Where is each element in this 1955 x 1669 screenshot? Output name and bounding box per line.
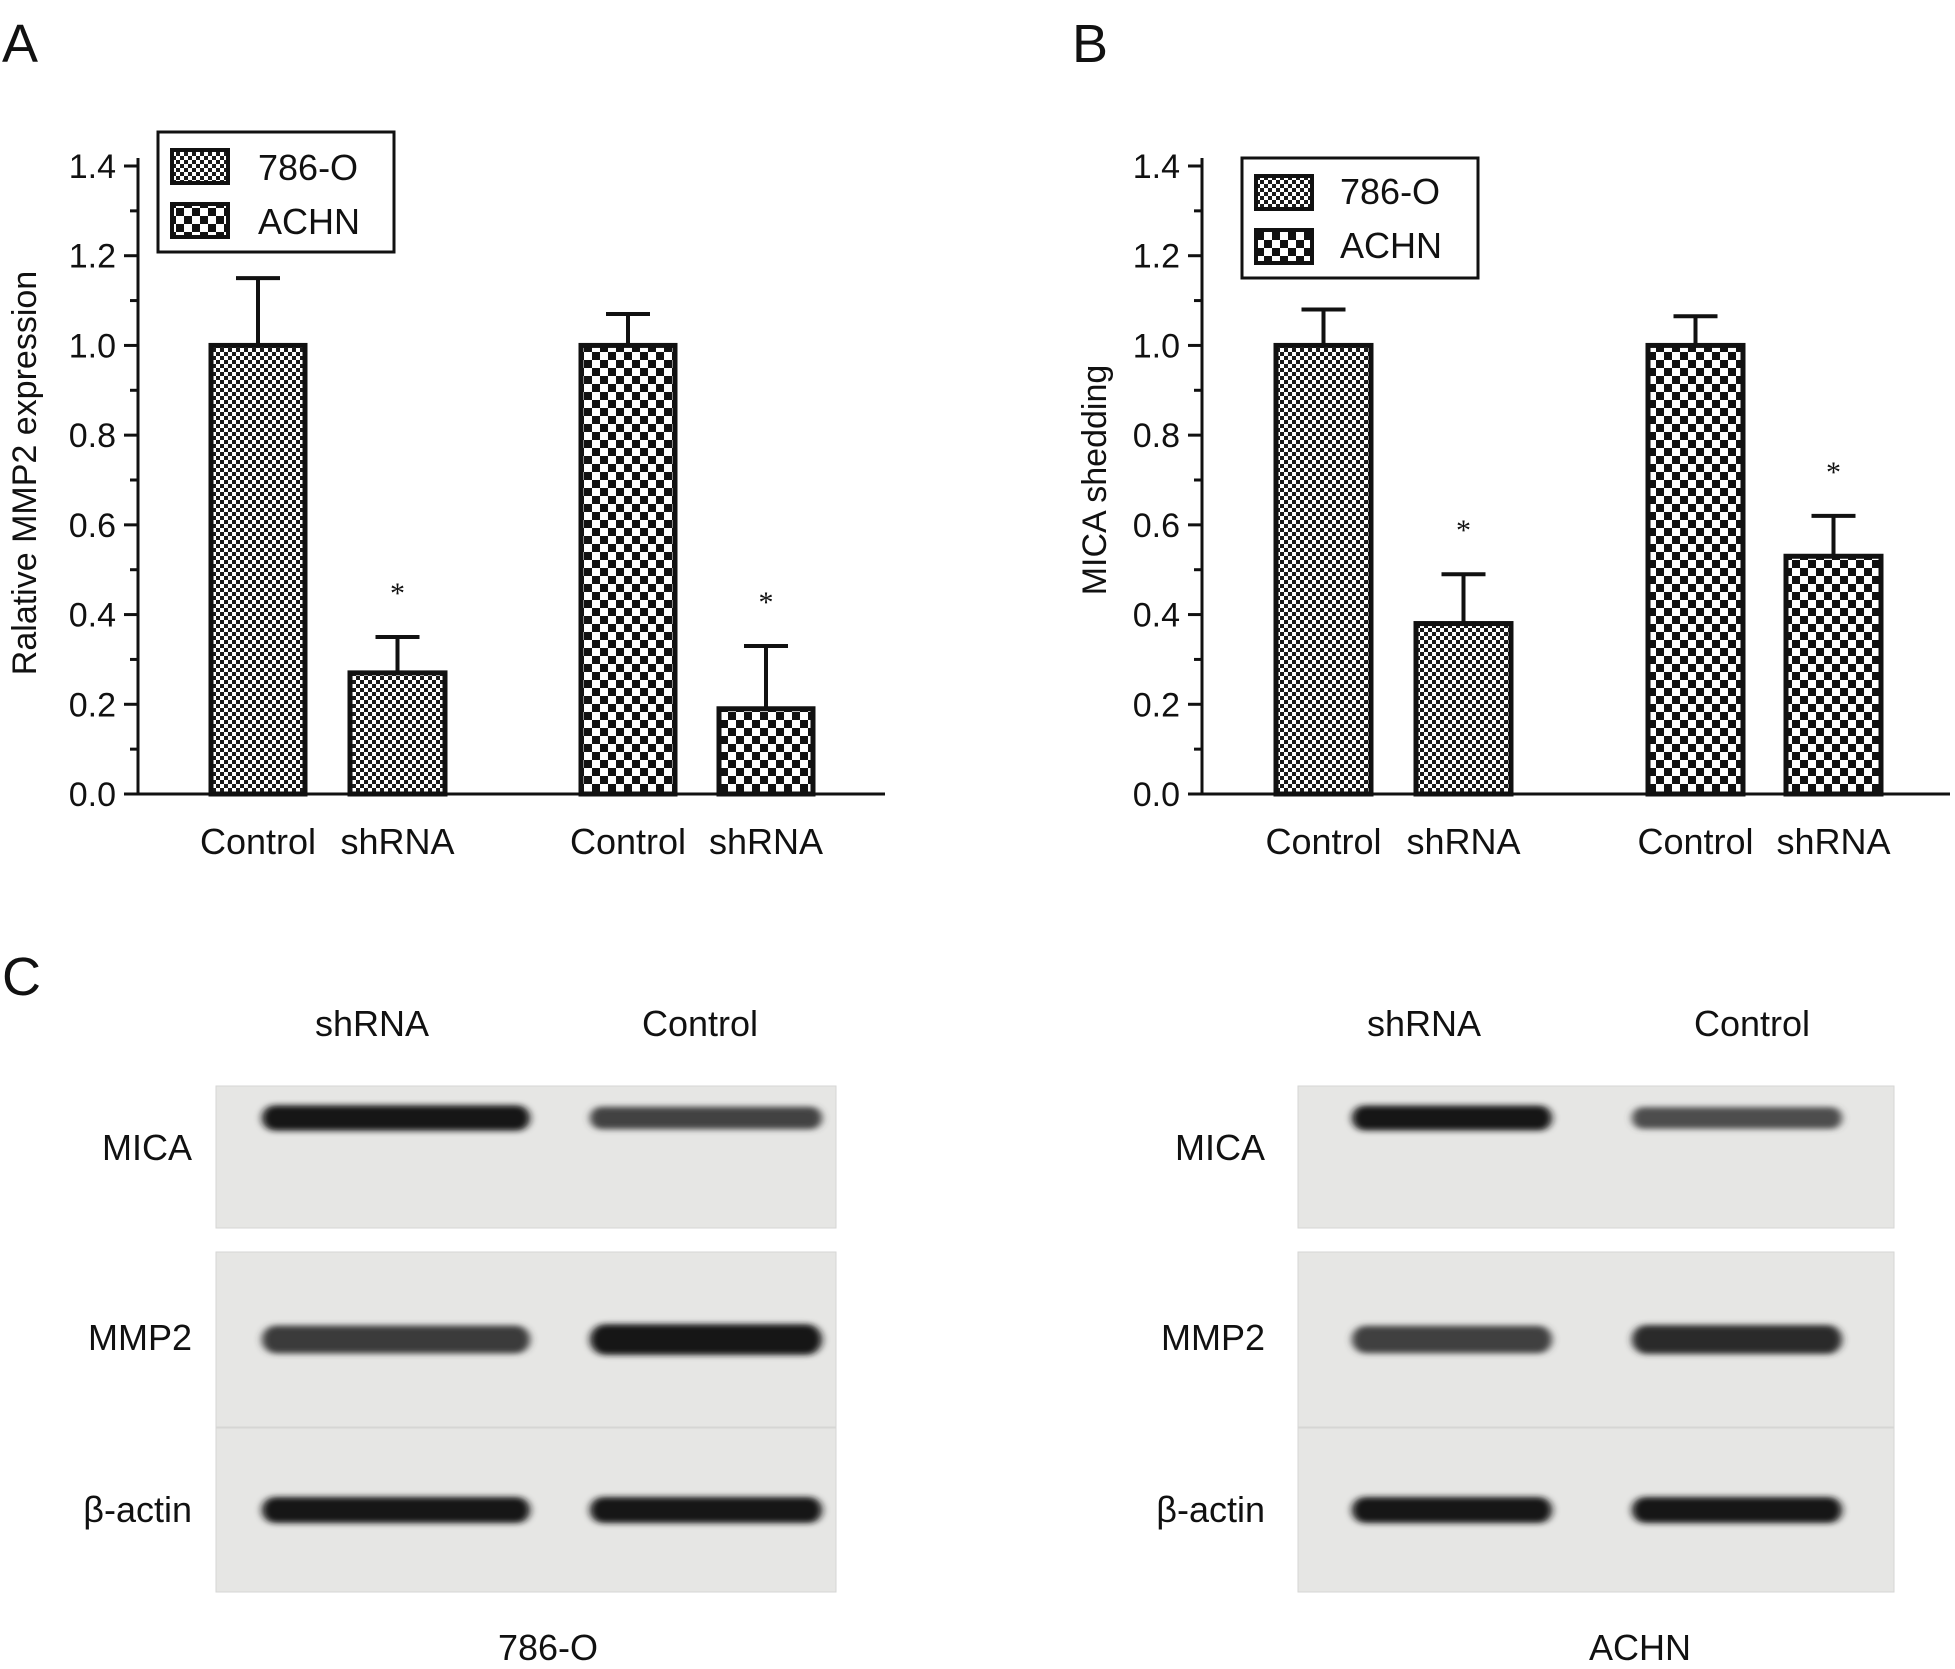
legend-b-label-786o: 786-O: [1340, 171, 1440, 212]
blot-band-shrna: [262, 1497, 530, 1523]
bar-a-786o-shrna: [347, 670, 448, 797]
significance-star-a: *: [390, 577, 405, 610]
blot-band-control: [590, 1106, 822, 1130]
blot-786o-row-label-mmp2: MMP2: [88, 1317, 192, 1358]
blot-achn-row-label-bactin: β-actin: [1156, 1489, 1265, 1530]
blot-band-shrna: [262, 1105, 530, 1131]
legend-a-label-achn: ACHN: [258, 201, 360, 242]
y-tick-label-a: 0.2: [69, 686, 116, 724]
bar-a-786o-control: [208, 342, 308, 797]
bar-b-786o-control: [1273, 342, 1374, 797]
panel-label-a: A: [2, 14, 38, 74]
y-tick-label-b: 1.4: [1133, 148, 1180, 186]
blot-achn-lane-label-shrna: shRNA: [1367, 1003, 1481, 1044]
category-label-a: Control: [570, 821, 686, 862]
blot-achn-lane-label-control: Control: [1694, 1003, 1810, 1044]
legend-a-swatch-786o: [170, 148, 230, 185]
legend-a: 786-O ACHN: [156, 130, 396, 254]
category-label-a: Control: [200, 821, 316, 862]
blot-786o-row-label-mica: MICA: [102, 1127, 192, 1168]
chart-a: Ralative MMP2 expression 0.0 0.2 0.4 0.6 0.8…: [6, 148, 885, 862]
y-tick-label-a: 0.8: [69, 417, 116, 455]
blot-band-shrna: [262, 1325, 530, 1354]
significance-star-a: *: [759, 586, 774, 619]
blot-band-shrna: [1352, 1325, 1552, 1354]
y-tick-label-a: 1.4: [69, 148, 116, 186]
blot-band-control: [590, 1497, 822, 1523]
blot-achn: shRNA Control MICA MMP2 β-actin ACHN: [1156, 1003, 1895, 1668]
y-tick-label-a: 0.6: [69, 507, 116, 545]
legend-b-swatch-786o: [1254, 174, 1314, 211]
y-tick-label-b: 1.0: [1133, 327, 1180, 365]
y-tick-label-a: 0.4: [69, 597, 116, 635]
blot-achn-row-label-mmp2: MMP2: [1161, 1317, 1265, 1358]
bar-b-786o-shrna: [1413, 621, 1514, 797]
blot-786o-cell-line: 786-O: [498, 1627, 598, 1668]
y-tick-label-a: 0.0: [69, 776, 116, 814]
blot-786o-lane-label-control: Control: [642, 1003, 758, 1044]
y-tick-label-a: 1.0: [69, 327, 116, 365]
category-label-b: shRNA: [1776, 821, 1890, 862]
y-axis-title-b: MICA shedding: [1076, 365, 1114, 596]
legend-b: 786-O ACHN: [1240, 156, 1480, 280]
y-tick-label-a: 1.2: [69, 238, 116, 276]
blot-786o-row-label-bactin: β-actin: [83, 1489, 192, 1530]
category-label-b: Control: [1637, 821, 1753, 862]
blot-band-shrna: [1352, 1105, 1552, 1131]
y-tick-label-b: 0.4: [1133, 597, 1180, 635]
significance-star-b: *: [1456, 514, 1471, 547]
panel-label-b: B: [1072, 14, 1108, 74]
bar-a-achn-control: [578, 342, 678, 797]
blot-786o: shRNA Control MICA MMP2 β-actin 786-O: [83, 1003, 837, 1668]
bar-b-achn-control: [1645, 342, 1746, 797]
category-label-a: shRNA: [709, 821, 823, 862]
bar-a-achn-shrna: [716, 706, 816, 797]
blot-achn-cell-line: ACHN: [1589, 1627, 1691, 1668]
blot-band-shrna: [1352, 1497, 1552, 1523]
legend-b-label-achn: ACHN: [1340, 225, 1442, 266]
legend-b-swatch-achn: [1254, 228, 1314, 265]
blot-band-control: [1632, 1497, 1842, 1523]
category-label-a: shRNA: [340, 821, 454, 862]
significance-star-b: *: [1826, 456, 1841, 489]
bar-b-achn-shrna: [1783, 553, 1884, 797]
y-tick-label-b: 0.6: [1133, 507, 1180, 545]
blot-786o-lane-label-shrna: shRNA: [315, 1003, 429, 1044]
blot-band-control: [590, 1324, 822, 1355]
y-tick-label-b: 0.8: [1133, 417, 1180, 455]
y-tick-label-b: 0.0: [1133, 776, 1180, 814]
blot-band-control: [1632, 1324, 1842, 1355]
legend-a-swatch-achn: [170, 202, 230, 239]
blot-achn-row-label-mica: MICA: [1175, 1127, 1265, 1168]
legend-a-label-786o: 786-O: [258, 147, 358, 188]
panel-label-c: C: [2, 947, 41, 1007]
category-label-b: shRNA: [1406, 821, 1520, 862]
y-tick-label-b: 0.2: [1133, 686, 1180, 724]
chart-b: MICA shedding 0.0 0.2 0.4 0.6 0.8 1.0 1.2 1.4 Co…: [1076, 148, 1950, 862]
category-label-b: Control: [1265, 821, 1381, 862]
y-tick-label-b: 1.2: [1133, 238, 1180, 276]
y-axis-title-a: Ralative MMP2 expression: [6, 271, 44, 675]
blot-band-control: [1632, 1107, 1842, 1129]
